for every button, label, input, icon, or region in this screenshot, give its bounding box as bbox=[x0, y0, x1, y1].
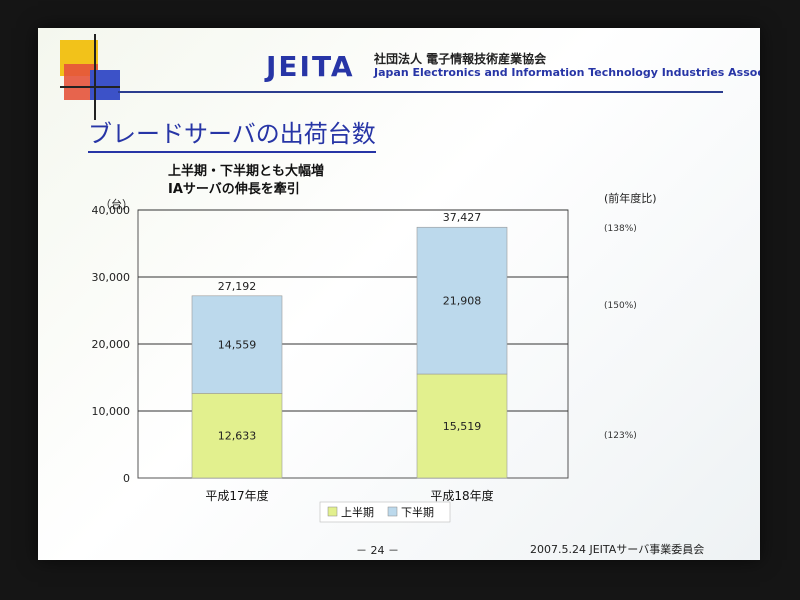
bar-total-label: 37,427 bbox=[443, 211, 482, 224]
y-axis-unit: （台） bbox=[100, 198, 133, 211]
bar-total-label: 27,192 bbox=[218, 280, 257, 293]
bar-segment bbox=[416, 226, 508, 375]
category-label: 平成17年度 bbox=[205, 488, 268, 503]
subtitle-line-2: IAサーバの伸長を牽引 bbox=[168, 182, 300, 197]
bar-segment bbox=[191, 295, 283, 394]
logo-line-horizontal bbox=[60, 86, 120, 88]
jeita-logo: JEITA bbox=[266, 50, 355, 83]
y-tick-label: 20,000 bbox=[92, 338, 131, 351]
y-tick-label: 30,000 bbox=[92, 271, 131, 284]
bar-segment bbox=[191, 393, 283, 479]
logo-line-vertical bbox=[94, 34, 96, 120]
bar-segment bbox=[416, 373, 508, 479]
legend-label: 上半期 bbox=[341, 505, 374, 519]
ratio-header: (前年度比) bbox=[604, 192, 657, 205]
bar-value-label: 15,519 bbox=[443, 420, 482, 433]
category-label: 平成18年度 bbox=[430, 488, 493, 503]
page-number: － 24 － bbox=[356, 544, 399, 557]
y-tick-label: 0 bbox=[123, 472, 130, 485]
stacked-bar-chart: 0 10,000 20,000 30,000 40,000 12,633 14,559 27,… bbox=[92, 204, 637, 523]
y-tick-label: 10,000 bbox=[92, 405, 131, 418]
y-tick-label: 40,000 bbox=[92, 204, 131, 217]
header-rule bbox=[118, 91, 723, 93]
ratio-label: (138%) bbox=[604, 224, 637, 234]
ratio-label: (150%) bbox=[604, 301, 637, 311]
slide: JEITA 社団法人 電子情報技術産業協会 Japan Electronics … bbox=[38, 28, 760, 560]
org-name-japanese: 社団法人 電子情報技術産業協会 bbox=[374, 52, 547, 66]
subtitle-line-1: 上半期・下半期とも大幅増 bbox=[168, 164, 325, 179]
org-name-english: Japan Electronics and Information Techno… bbox=[374, 66, 760, 79]
bar-value-label: 12,633 bbox=[218, 430, 257, 443]
bar-value-label: 14,559 bbox=[218, 339, 257, 352]
legend-swatch bbox=[387, 506, 398, 517]
slide-title: ブレードサーバの出荷台数 bbox=[88, 114, 376, 153]
bar-value-label: 21,908 bbox=[443, 295, 482, 308]
footer-text: 2007.5.24 JEITAサーバ事業委員会 bbox=[530, 543, 705, 556]
legend-box bbox=[319, 501, 451, 523]
legend-label: 下半期 bbox=[401, 505, 434, 519]
legend-swatch bbox=[327, 506, 338, 517]
ratio-label: (123%) bbox=[604, 431, 637, 441]
